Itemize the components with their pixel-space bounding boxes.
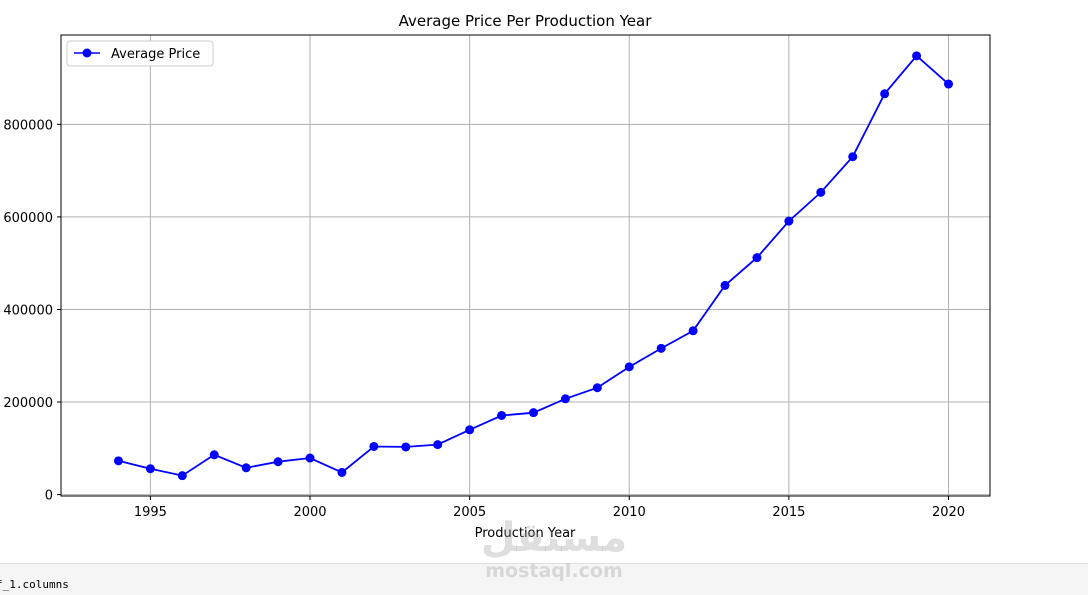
x-tick-label: 2005	[453, 505, 486, 520]
x-tick-label: 2015	[772, 505, 805, 520]
data-point	[880, 89, 890, 99]
legend-marker-swatch	[82, 48, 92, 58]
data-point	[433, 440, 443, 450]
grid-lines	[61, 35, 990, 496]
data-point	[305, 453, 315, 463]
data-point	[145, 464, 155, 474]
axes-frame	[60, 34, 991, 497]
legend: Average Price	[66, 40, 214, 67]
data-point	[177, 471, 187, 481]
x-tick-label: 2000	[293, 505, 326, 520]
y-tick-label: 0	[45, 489, 53, 504]
data-point	[912, 51, 922, 61]
y-tick-label: 400000	[3, 303, 53, 318]
series-layer	[113, 51, 953, 481]
data-point	[465, 425, 475, 435]
data-point	[560, 394, 570, 404]
data-point	[209, 450, 219, 460]
code-cell[interactable]: f_1.columns	[0, 563, 1088, 595]
code-cell-text: f_1.columns	[0, 578, 69, 591]
x-tick-label: 1995	[134, 505, 167, 520]
data-point	[273, 457, 283, 467]
data-point	[337, 467, 347, 477]
data-point	[784, 216, 794, 226]
y-tick-label: 200000	[3, 396, 53, 411]
x-tick-label: 2010	[613, 505, 646, 520]
legend-box	[66, 40, 214, 67]
data-point	[369, 441, 379, 451]
data-point	[752, 253, 762, 263]
data-point	[688, 326, 698, 336]
data-point	[720, 280, 730, 290]
x-axis-label: Production Year	[475, 526, 576, 541]
data-point	[401, 442, 411, 452]
data-point	[528, 408, 538, 418]
data-point	[848, 152, 858, 162]
data-point	[113, 456, 123, 466]
data-point	[241, 463, 251, 473]
line-chart: 1995 2000 2005 2010 2015 2020 0 200000 400000 600…	[3, 12, 991, 541]
x-tick-label: 2020	[932, 505, 965, 520]
y-tick-label: 600000	[3, 211, 53, 226]
chart-title: Average Price Per Production Year	[399, 12, 653, 30]
y-tick-label: 800000	[3, 118, 53, 133]
axis-ticks: 1995 2000 2005 2010 2015 2020 0 200000 400000 600…	[3, 118, 965, 520]
legend-label: Average Price	[111, 47, 200, 62]
data-point	[656, 343, 666, 353]
data-point	[497, 410, 507, 420]
data-point	[624, 362, 634, 372]
data-point	[943, 79, 953, 89]
data-point	[592, 383, 602, 393]
data-point	[816, 187, 826, 197]
